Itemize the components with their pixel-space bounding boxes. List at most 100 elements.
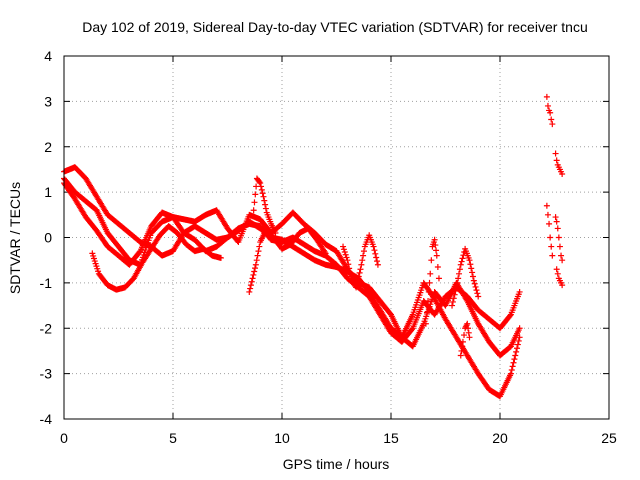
data-point-interp [474, 290, 481, 297]
data-point-interp [451, 291, 458, 298]
data-point-interp [256, 178, 263, 185]
data-point [558, 252, 565, 259]
plot-frame [63, 55, 610, 420]
data-point-interp [456, 266, 463, 273]
data-point [453, 284, 460, 291]
data-point-interp [426, 279, 433, 286]
y-tick-label: -4 [40, 411, 53, 427]
data-point [516, 288, 523, 295]
data-point-interp [511, 356, 518, 363]
data-point [340, 243, 347, 250]
data-point-interp [469, 269, 476, 276]
data-point-interp [449, 298, 456, 305]
data-point [470, 277, 477, 284]
data-point-interp [468, 265, 475, 272]
y-tick-label: 3 [44, 93, 52, 109]
data-point-interp [428, 257, 435, 264]
data-point [357, 266, 364, 273]
data-point-interp [374, 258, 381, 265]
data-point-interp [455, 275, 462, 282]
data-point-interp [515, 337, 522, 344]
data-point [547, 234, 554, 241]
data-point [466, 257, 473, 264]
data-point-interp [509, 363, 516, 370]
x-tick-label: 20 [492, 430, 508, 446]
data-point-interp [465, 325, 472, 332]
data-point-interp [256, 243, 263, 250]
grid [64, 56, 609, 419]
data-point-interp [262, 205, 269, 212]
data-point-interp [514, 341, 521, 348]
data-point [559, 282, 566, 289]
data-point [553, 218, 560, 225]
data-point-interp [512, 352, 519, 359]
data-point-interp [247, 285, 254, 292]
axes: 0 5 10 15 20 25 -4 -3 -2 -1 0 1 2 3 4 [40, 48, 617, 446]
data-point-interp [249, 275, 256, 282]
data-point-interp [459, 343, 466, 350]
data-point [457, 261, 464, 268]
data-point [552, 214, 559, 221]
data-point-interp [513, 348, 520, 355]
data-point [556, 243, 563, 250]
data-point [544, 211, 551, 218]
data-point-interp [372, 250, 379, 257]
y-tick-label: 0 [44, 230, 52, 246]
data-point-interp [253, 257, 260, 264]
data-point-interp [469, 273, 476, 280]
data-point-interp [507, 312, 514, 319]
data-point [260, 193, 267, 200]
data-point [516, 325, 523, 332]
data-point-interp [359, 257, 366, 264]
data-point-interp [251, 268, 258, 275]
data-point [549, 252, 556, 259]
y-axis-label: SDTVAR / TECUs [7, 182, 23, 294]
x-tick-label: 25 [601, 430, 617, 446]
data-point [549, 121, 556, 128]
data-point [272, 229, 279, 236]
data-point [548, 116, 555, 123]
data-point-interp [371, 247, 378, 254]
data-point [370, 243, 377, 250]
data-point-interp [261, 197, 268, 204]
data-point-interp [458, 347, 465, 354]
data-point-interp [434, 263, 441, 270]
data-point-interp [258, 183, 265, 190]
data-point [559, 170, 566, 177]
data-point [552, 150, 559, 157]
data-point [554, 225, 561, 232]
data-point [543, 202, 550, 209]
data-point [543, 93, 550, 100]
data-point [459, 338, 466, 345]
data-point [427, 270, 434, 277]
data-point-interp [454, 279, 461, 286]
data-point [559, 257, 566, 264]
data-point-interp [248, 278, 255, 285]
data-point-interp [347, 273, 354, 280]
data-point-interp [247, 282, 254, 289]
data-point-interp [255, 248, 262, 255]
data-point [507, 370, 514, 377]
data-point [252, 261, 259, 268]
data-point [554, 270, 561, 277]
data-point [475, 293, 482, 300]
data-point [217, 254, 224, 261]
data-point [553, 157, 560, 164]
data-point-interp [356, 269, 363, 276]
data-point [422, 320, 429, 327]
data-point-interp [471, 280, 478, 287]
data-point-interp [343, 254, 350, 261]
data-point-interp [473, 287, 480, 294]
data-point [374, 261, 381, 268]
data-point-interp [450, 295, 457, 302]
data-point-interp [432, 242, 439, 249]
data-point-interp [360, 248, 367, 255]
data-point-interp [408, 326, 415, 333]
data-point [449, 302, 456, 309]
data-point-interp [258, 186, 265, 193]
data-point [544, 102, 551, 109]
data-point-interp [347, 269, 354, 276]
data-point-interp [360, 252, 367, 259]
data-point-interp [425, 288, 432, 295]
